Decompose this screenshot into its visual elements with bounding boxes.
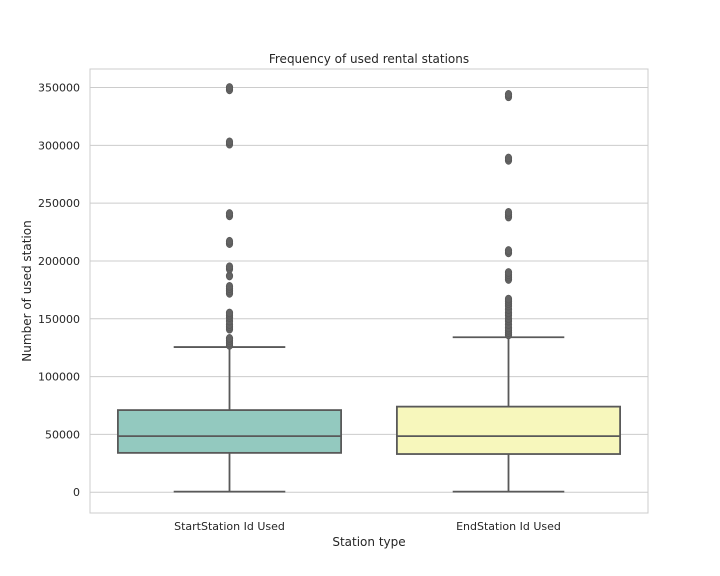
outlier-point (504, 207, 513, 217)
outlier-point (504, 294, 513, 304)
box-start-station (117, 83, 342, 493)
outlier-point (225, 262, 234, 272)
y-tick-label: 100000 (38, 371, 80, 384)
box-body (117, 409, 342, 454)
outlier-point (225, 83, 234, 92)
boxes (117, 83, 621, 493)
chart-title: Frequency of used rental stations (269, 52, 469, 66)
outlier-point (225, 137, 234, 147)
y-tick-label: 200000 (38, 255, 80, 268)
outlier-point (504, 246, 513, 255)
x-axis-ticks: StartStation Id Used EndStation Id Used (174, 520, 561, 533)
x-tick-label: StartStation Id Used (174, 520, 285, 533)
y-tick-label: 300000 (38, 139, 80, 152)
outlier-point (225, 334, 234, 343)
outlier-point (504, 268, 513, 277)
x-axis-label: Station type (332, 535, 405, 549)
outlier-point (225, 281, 234, 291)
outlier-point (504, 90, 513, 99)
y-tick-label: 150000 (38, 313, 80, 326)
outlier-point (225, 236, 234, 246)
x-tick-label: EndStation Id Used (456, 520, 561, 533)
y-tick-label: 50000 (45, 428, 80, 441)
box-end-station (395, 90, 621, 493)
outlier-point (504, 153, 513, 163)
box-body (395, 405, 621, 455)
y-tick-label: 250000 (38, 197, 80, 210)
y-tick-label: 0 (73, 486, 80, 499)
outlier-point (225, 209, 234, 218)
y-axis-label: Number of used station (20, 220, 34, 361)
y-tick-label: 350000 (38, 82, 80, 95)
y-axis-ticks: 0 50000 100000 150000 200000 250000 300000 3500… (38, 82, 80, 500)
outlier-point (225, 308, 234, 318)
